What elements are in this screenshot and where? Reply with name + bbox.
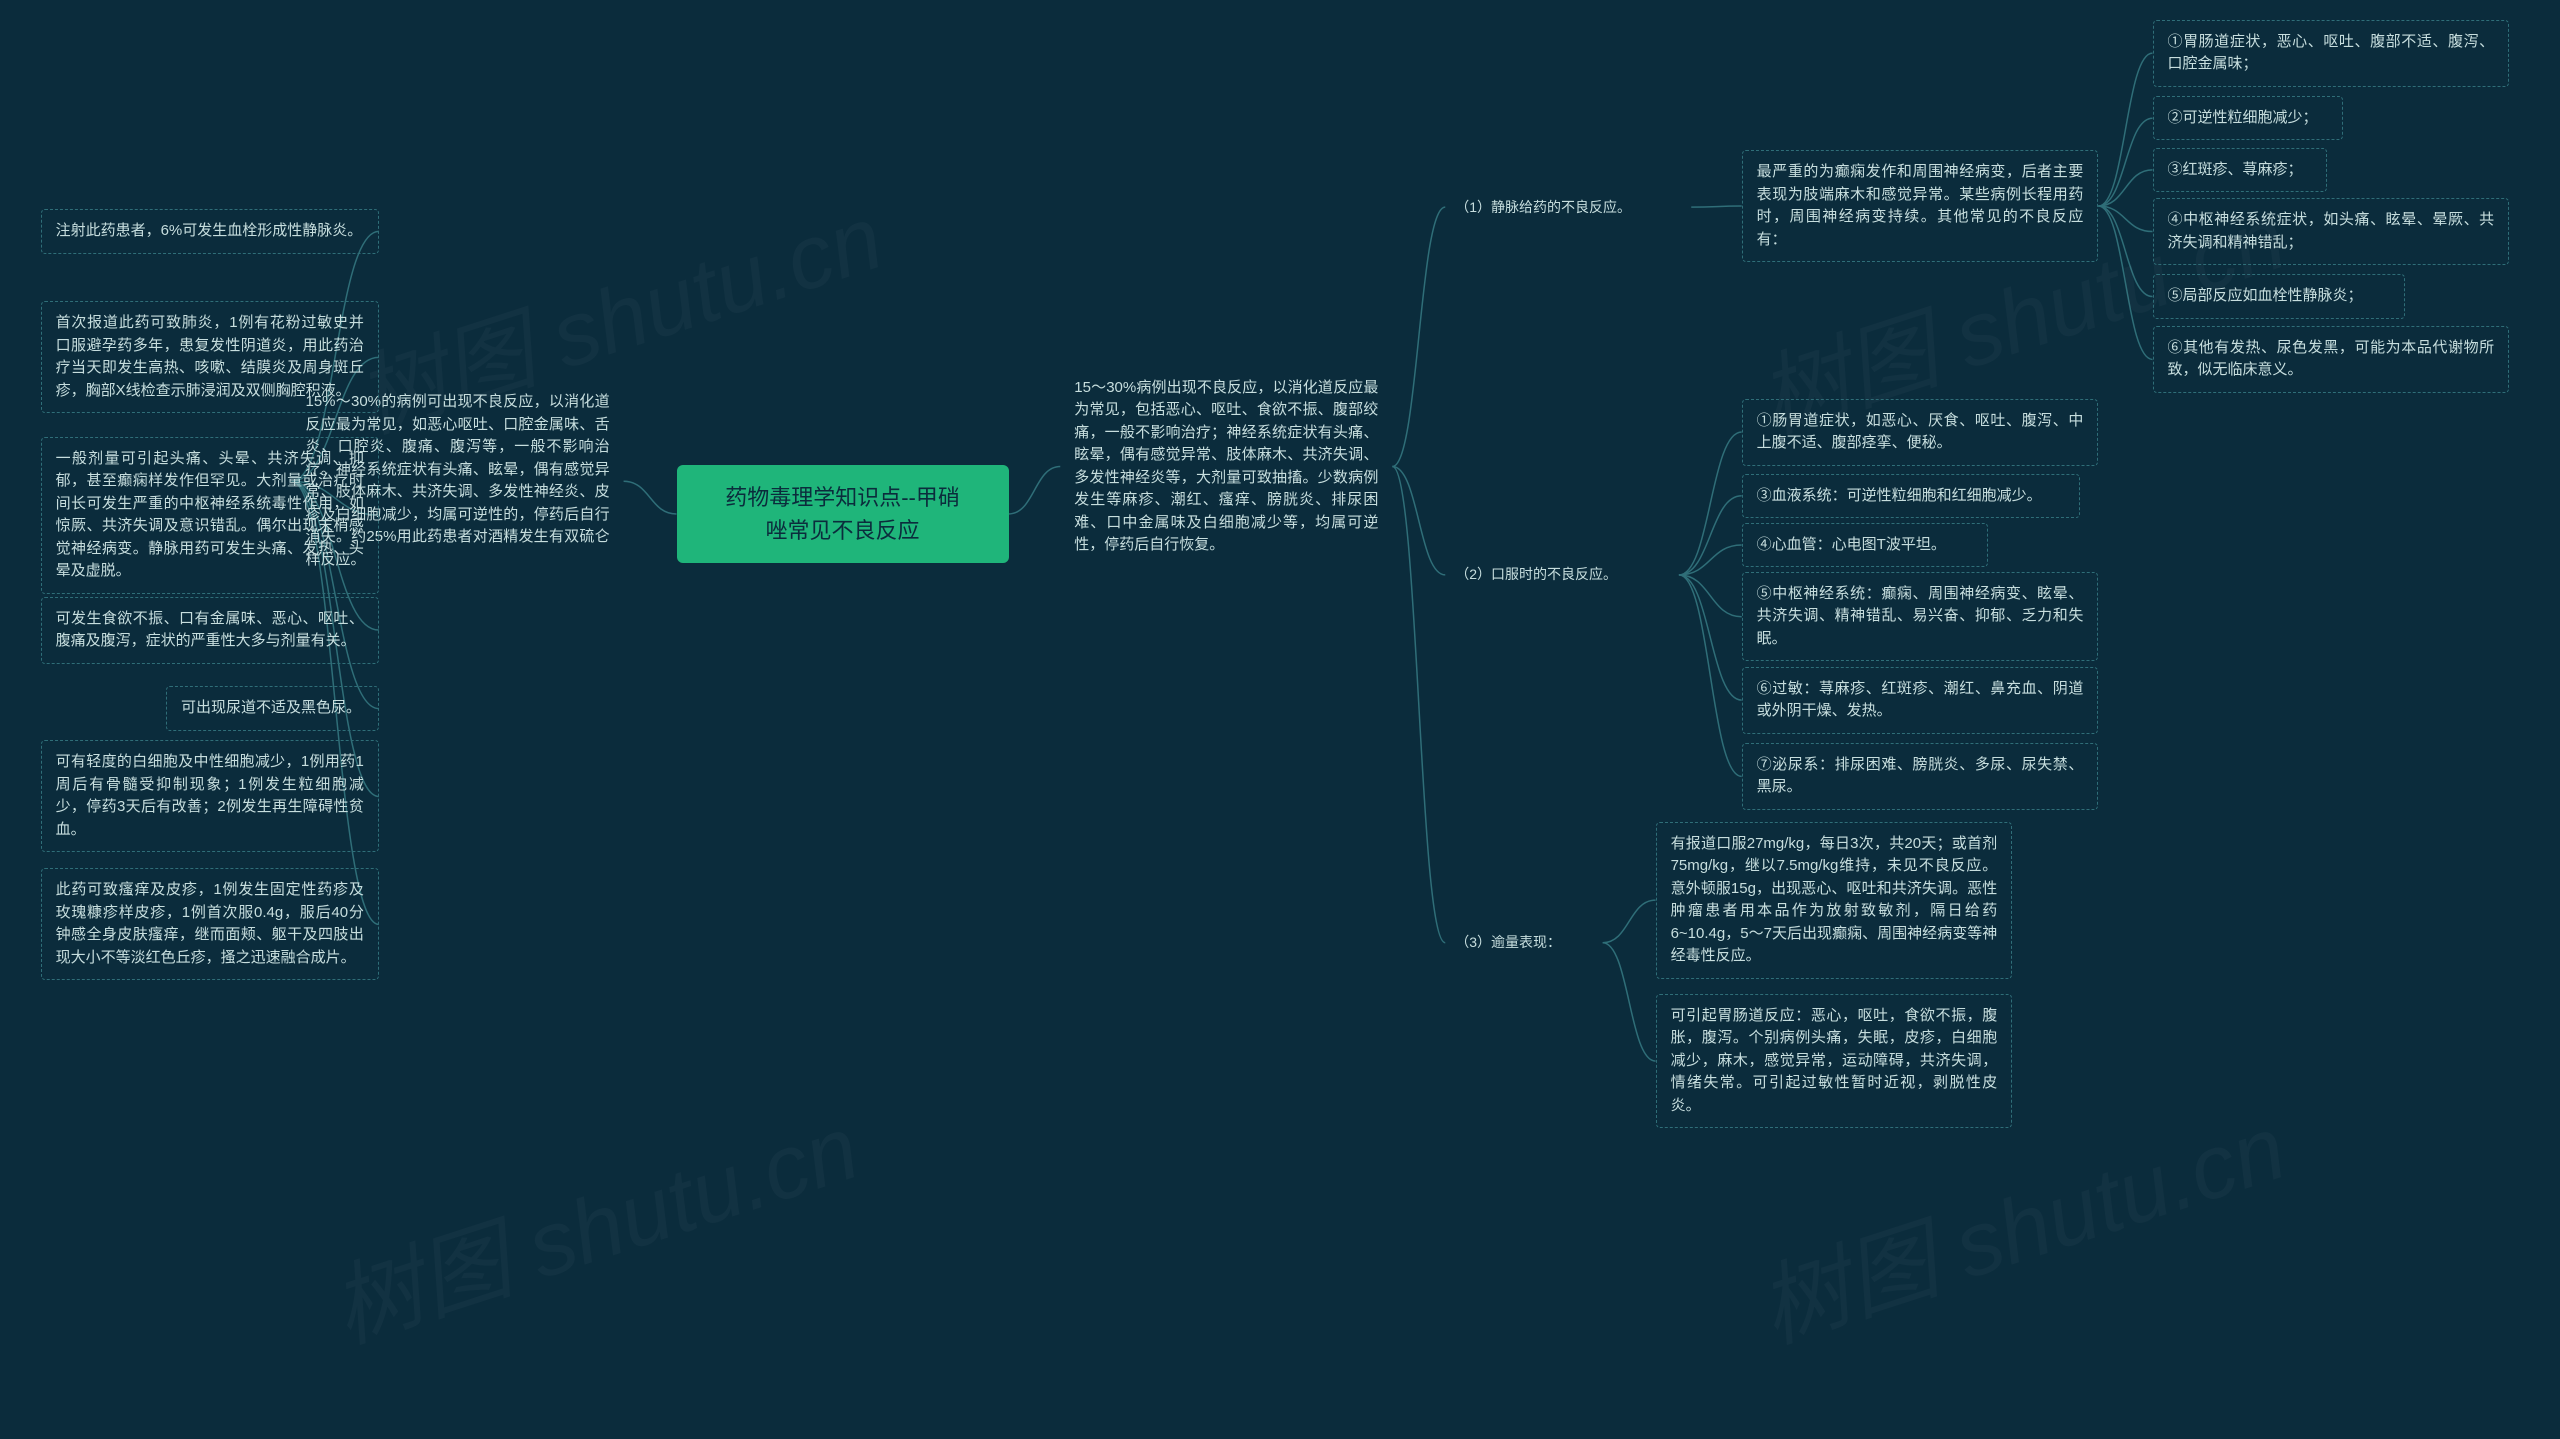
r1-child-5-text: ⑤局部反应如血栓性静脉炎； (2168, 287, 2363, 304)
right-sub-desc: 最严重的为癫痫发作和周围神经病变，后者主要表现为肢端麻木和感觉异常。某些病例长程… (1742, 150, 2099, 262)
left-child-4: 可发生食欲不振、口有金属味、恶心、呕吐、腹痛及腹泻，症状的严重性大多与剂量有关。 (41, 597, 379, 664)
r1-child-3: ③红斑疹、荨麻疹； (2153, 148, 2328, 193)
right-sub-2-text: （2）口服时的不良反应。 (1455, 566, 1617, 582)
r2-child-2-text: ③血液系统：可逆性粒细胞和红细胞减少。 (1757, 487, 2042, 504)
edge (1392, 467, 1445, 943)
right-sub-2: （2）口服时的不良反应。 (1445, 558, 1679, 591)
r2-child-6: ⑦泌尿系：排尿困难、膀胱炎、多尿、尿失禁、黑尿。 (1742, 743, 2099, 810)
left-child-2-text: 首次报道此药可致肺炎，1例有花粉过敏史并口服避孕药多年，患复发性阴道炎，用此药治… (56, 314, 364, 399)
edge (1679, 575, 1742, 700)
r3-child-2-text: 可引起胃肠道反应：恶心，呕吐，食欲不振，腹胀，腹泻。个别病例头痛，失眠，皮疹，白… (1671, 1007, 1998, 1114)
left-child-5-text: 可出现尿道不适及黑色尿。 (181, 699, 361, 716)
left-child-1: 注射此药患者，6%可发生血栓形成性静脉炎。 (41, 209, 379, 254)
r1-child-6-text: ⑥其他有发热、尿色发黑，可能为本品代谢物所致，似无临床意义。 (2168, 339, 2495, 379)
r3-child-1-text: 有报道口服27mg/kg，每日3次，共20天；或首剂75mg/kg，继以7.5m… (1671, 835, 1998, 965)
r2-child-5: ⑥过敏：荨麻疹、红斑疹、潮红、鼻充血、阴道或外阴干燥、发热。 (1742, 667, 2099, 734)
r2-child-4: ⑤中枢神经系统：癫痫、周围神经病变、眩晕、共济失调、精神错乱、易兴奋、抑郁、乏力… (1742, 572, 2099, 662)
edge (1392, 207, 1445, 466)
center-node-text: 药物毒理学知识点--甲硝唑常见不良反应 (725, 485, 960, 543)
r2-child-1-text: ①肠胃道症状，如恶心、厌食、呕吐、腹泻、中上腹不适、腹部痉挛、便秘。 (1757, 412, 2084, 452)
right-main-node-text: 15～30%病例出现不良反应，以消化道反应最为常见，包括恶心、呕吐、食欲不振、腹… (1074, 379, 1378, 554)
right-sub-3-text: （3）逾量表现： (1455, 934, 1561, 950)
edge (624, 481, 677, 514)
edge (1679, 432, 1742, 575)
r2-child-2: ③血液系统：可逆性粒细胞和红细胞减少。 (1742, 474, 2080, 519)
right-main-node: 15～30%病例出现不良反应，以消化道反应最为常见，包括恶心、呕吐、食欲不振、腹… (1060, 367, 1392, 567)
left-child-4-text: 可发生食欲不振、口有金属味、恶心、呕吐、腹痛及腹泻，症状的严重性大多与剂量有关。 (56, 610, 364, 650)
r2-child-3-text: ④心血管：心电图T波平坦。 (1757, 536, 1946, 553)
r2-child-4-text: ⑤中枢神经系统：癫痫、周围神经病变、眩晕、共济失调、精神错乱、易兴奋、抑郁、乏力… (1757, 585, 2084, 647)
right-sub-3: （3）逾量表现： (1445, 926, 1602, 959)
r2-child-5-text: ⑥过敏：荨麻疹、红斑疹、潮红、鼻充血、阴道或外阴干燥、发热。 (1757, 680, 2084, 720)
r3-child-2: 可引起胃肠道反应：恶心，呕吐，食欲不振，腹胀，腹泻。个别病例头痛，失眠，皮疹，白… (1656, 994, 2013, 1129)
edge (1603, 943, 1656, 1061)
r1-child-6: ⑥其他有发热、尿色发黑，可能为本品代谢物所致，似无临床意义。 (2153, 326, 2510, 393)
edge (1679, 575, 1742, 777)
edge (1679, 496, 1742, 575)
r1-child-4-text: ④中枢神经系统症状，如头痛、眩晕、晕厥、共济失调和精神错乱； (2168, 211, 2495, 251)
r2-child-3: ④心血管：心电图T波平坦。 (1742, 523, 1988, 568)
left-child-7: 此药可致瘙痒及皮疹，1例发生固定性药疹及玫瑰糠疹样皮疹，1例首次服0.4g，服后… (41, 868, 379, 980)
center-node: 药物毒理学知识点--甲硝唑常见不良反应 (677, 465, 1009, 563)
r1-child-5: ⑤局部反应如血栓性静脉炎； (2153, 274, 2405, 319)
r1-child-1-text: ①胃肠道症状，恶心、呕吐、腹部不适、腹泻、口腔金属味； (2168, 33, 2495, 73)
edge (2098, 206, 2152, 359)
left-child-6-text: 可有轻度的白细胞及中性细胞减少，1例用药1周后有骨髓受抑制现象；1例发生粒细胞减… (56, 753, 364, 838)
left-child-5: 可出现尿道不适及黑色尿。 (166, 686, 379, 731)
r1-child-4: ④中枢神经系统症状，如头痛、眩晕、晕厥、共济失调和精神错乱； (2153, 198, 2510, 265)
left-child-6: 可有轻度的白细胞及中性细胞减少，1例用药1周后有骨髓受抑制现象；1例发生粒细胞减… (41, 740, 379, 852)
left-child-7-text: 此药可致瘙痒及皮疹，1例发生固定性药疹及玫瑰糠疹样皮疹，1例首次服0.4g，服后… (56, 881, 364, 966)
r1-child-2-text: ②可逆性粒细胞减少； (2168, 109, 2318, 126)
edge (2098, 53, 2152, 206)
r1-child-3-text: ③红斑疹、荨麻疹； (2168, 161, 2303, 178)
left-child-3-text: 一般剂量可引起头痛、头晕、共济失调、抑郁，甚至癫痫样发作但罕见。大剂量或治疗时间… (56, 450, 364, 580)
right-sub-1: （1）静脉给药的不良反应。 (1445, 191, 1691, 224)
right-sub-desc-text: 最严重的为癫痫发作和周围神经病变，后者主要表现为肢端麻木和感觉异常。某些病例长程… (1757, 163, 2084, 248)
r3-child-1: 有报道口服27mg/kg，每日3次，共20天；或首剂75mg/kg，继以7.5m… (1656, 822, 2013, 979)
left-child-1-text: 注射此药患者，6%可发生血栓形成性静脉炎。 (56, 222, 363, 239)
r2-child-1: ①肠胃道症状，如恶心、厌食、呕吐、腹泻、中上腹不适、腹部痉挛、便秘。 (1742, 399, 2099, 466)
r1-child-1: ①胃肠道症状，恶心、呕吐、腹部不适、腹泻、口腔金属味； (2153, 20, 2510, 87)
edge (1691, 206, 1741, 207)
edge (1009, 467, 1061, 514)
left-child-2: 首次报道此药可致肺炎，1例有花粉过敏史并口服避孕药多年，患复发性阴道炎，用此药治… (41, 301, 379, 413)
r2-child-6-text: ⑦泌尿系：排尿困难、膀胱炎、多尿、尿失禁、黑尿。 (1757, 756, 2084, 796)
left-child-3: 一般剂量可引起头痛、头晕、共济失调、抑郁，甚至癫痫样发作但罕见。大剂量或治疗时间… (41, 437, 379, 594)
right-sub-1-text: （1）静脉给药的不良反应。 (1455, 199, 1631, 215)
r1-child-2: ②可逆性粒细胞减少； (2153, 96, 2344, 141)
edge (1603, 900, 1656, 943)
